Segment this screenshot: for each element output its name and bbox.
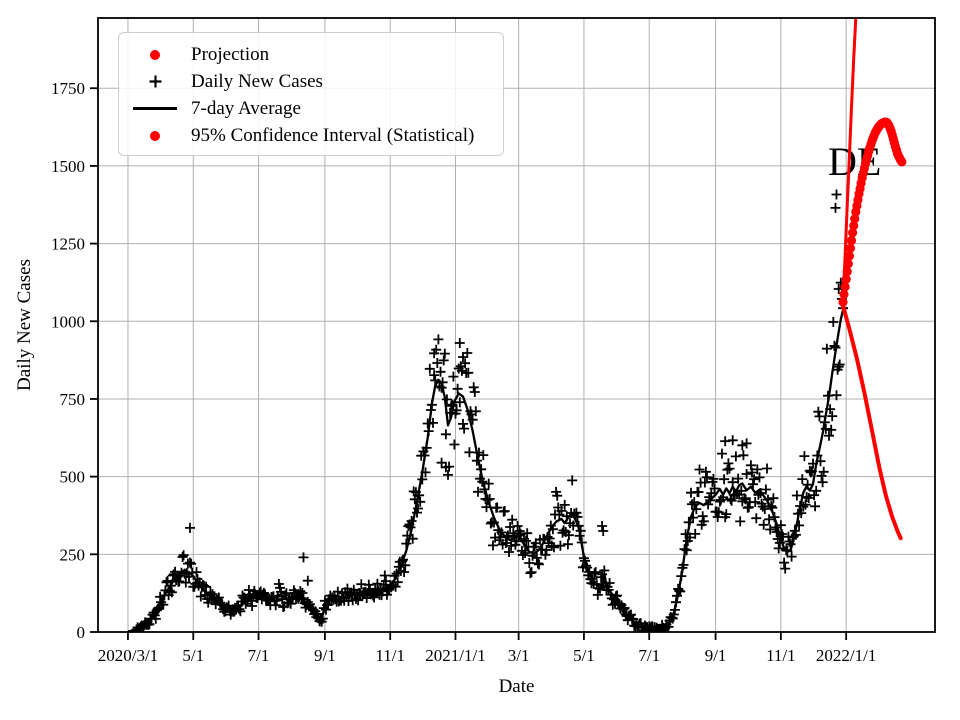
- x-tick-label: 5/1: [182, 646, 204, 665]
- x-tick-label: 11/1: [766, 646, 796, 665]
- line-marker-icon: [119, 107, 191, 110]
- plus-marker-icon: [119, 74, 191, 89]
- x-tick-label: 11/1: [375, 646, 405, 665]
- y-tick-label: 1250: [51, 235, 85, 254]
- legend-item-daily-new-cases: Daily New Cases: [119, 68, 503, 95]
- projection-dot-icon: [119, 49, 191, 60]
- ci-upper-line: [841, 18, 858, 303]
- legend-label-daily-new-cases: Daily New Cases: [191, 71, 323, 92]
- projection-dots: [838, 117, 907, 307]
- x-tick-label: 3/1: [508, 646, 530, 665]
- x-tick-label: 7/1: [248, 646, 270, 665]
- legend-item-projection: Projection: [119, 41, 503, 68]
- ci-lower-line: [841, 303, 903, 541]
- y-tick-label: 500: [60, 468, 86, 487]
- y-axis-title: Daily New Cases: [14, 259, 35, 391]
- y-tick-label: 250: [60, 545, 86, 564]
- legend-label-7day-average: 7-day Average: [191, 98, 301, 119]
- legend: Projection Daily New Cases 7-day Average…: [118, 32, 504, 156]
- x-tick-label: 2022/1/1: [816, 646, 876, 665]
- x-tick-label: 5/1: [573, 646, 595, 665]
- y-tick-label: 750: [60, 390, 86, 409]
- y-tick-label: 1500: [51, 157, 85, 176]
- plot-border: [97, 17, 936, 633]
- x-tick-label: 9/1: [705, 646, 727, 665]
- x-axis-title: Date: [499, 676, 535, 697]
- legend-label-confidence-interval: 95% Confidence Interval (Statistical): [191, 125, 475, 146]
- y-tick-label: 1000: [51, 312, 85, 331]
- axis-tick-labels: 2020/3/1 5/1 7/1 9/1 11/1 2021/1/1 3/1 5/1 7/1 9/…: [51, 79, 876, 665]
- y-tick-label: 1750: [51, 79, 85, 98]
- x-tick-label: 2021/1/1: [425, 646, 485, 665]
- daily-cases-scatter: [131, 189, 848, 632]
- ci-dot-icon: [119, 130, 191, 141]
- axis-ticks: [90, 87, 848, 640]
- y-tick-label: 0: [77, 623, 86, 642]
- x-tick-label: 9/1: [314, 646, 336, 665]
- legend-label-projection: Projection: [191, 44, 270, 65]
- legend-item-7day-average: 7-day Average: [119, 95, 503, 122]
- x-tick-label: 7/1: [638, 646, 660, 665]
- legend-item-confidence-interval: 95% Confidence Interval (Statistical): [119, 122, 503, 149]
- average-line: [127, 309, 845, 632]
- x-tick-label: 2020/3/1: [98, 646, 158, 665]
